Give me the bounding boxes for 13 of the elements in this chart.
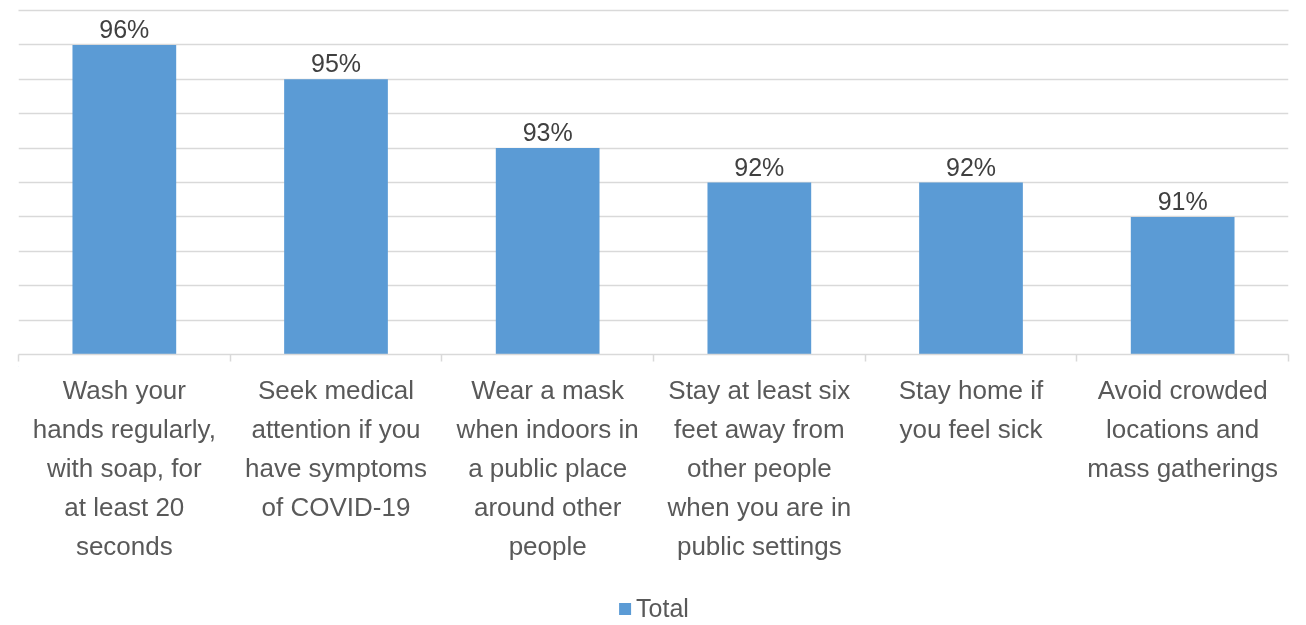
data-label: 96% [99, 14, 150, 43]
x-tick-label: Avoid crowded locations and mass gatherings [1087, 374, 1279, 483]
x-tick-label: Seek medical attention if you have symptoms of COVID-19 [244, 374, 428, 522]
x-tick-label: Wash your hands regularly, with soap, for at least 20 seconds [32, 374, 216, 561]
data-label: 92% [734, 152, 785, 181]
data-label: 95% [310, 49, 362, 78]
data-label: 91% [1157, 186, 1208, 215]
x-tick-label: Stay home if you feel sick [898, 374, 1045, 444]
legend-label: Total [636, 594, 689, 623]
x-tick-label: Wear a mask when indoors in a public place around other people [455, 374, 639, 561]
data-label: 92% [945, 152, 997, 181]
data-label: 93% [522, 118, 573, 147]
x-tick-label: Stay at least six feet away from other people when you are in public settings [666, 374, 852, 561]
